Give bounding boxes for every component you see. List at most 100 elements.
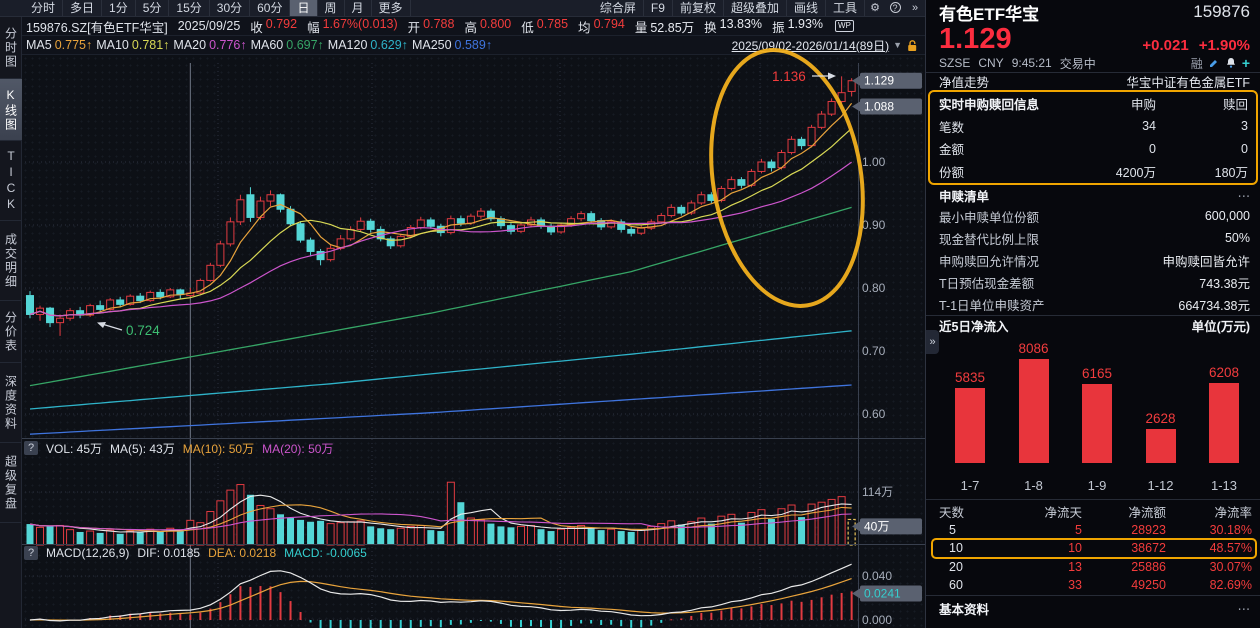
volume-ma20-value: MA(20): 50万	[262, 441, 334, 456]
volume-value: VOL: 45万	[46, 441, 103, 456]
sidebar-tab-分价表[interactable]: 分价表	[0, 301, 22, 363]
sidebar-tab-分时图[interactable]: 分时图	[0, 17, 22, 79]
toolbar-button-超级叠加[interactable]: 超级叠加	[724, 0, 787, 16]
toolbar-tab-日[interactable]: 日	[290, 0, 318, 16]
sidebar-tab-超级复盘[interactable]: 超级复盘	[0, 443, 22, 523]
realtime-row-笔数: 笔数 34 3	[939, 119, 1248, 135]
toolbar-tab-15分[interactable]: 15分	[169, 0, 210, 16]
sidebar-tab-深度资料[interactable]: 深度资料	[0, 363, 22, 443]
netflow-table-row-10: 10 10 38672 48.57%	[931, 538, 1257, 559]
svg-text:0.70: 0.70	[862, 344, 886, 358]
toolbar-button-工具[interactable]: 工具	[826, 0, 865, 16]
toolbar-tab-月[interactable]: 月	[345, 0, 372, 16]
volume-ma10-value: MA(10): 50万	[182, 441, 255, 456]
basic-info-more-button[interactable]: ⋯	[1237, 601, 1251, 616]
toolbar-tab-分时[interactable]: 分时	[24, 0, 64, 16]
sidebar-tab-TICK[interactable]: TICK	[0, 141, 22, 221]
toolbar-tab-60分[interactable]: 60分	[250, 0, 291, 16]
unlock-icon[interactable]	[906, 39, 919, 52]
netflow-table: 天数 净流天 净流额 净流率 5 5 28923 30.18% 10 10 38672 48.57% 2…	[926, 499, 1260, 595]
ma-value-MA5: MA5 0.775↑	[26, 38, 93, 52]
netflow-title: 近5日净流入	[939, 320, 1009, 334]
svg-text:1.00: 1.00	[862, 155, 886, 169]
chart-region: 分时 多日 1分 5分 15分 30分 60分日周月更多 综合屏 F9 前复权 超级叠加 画线 工具 …	[0, 0, 925, 628]
chart-area[interactable]: 1.00 0.90 0.80 0.70 0.60 114万 0.040 0.000 1.129 1…	[22, 55, 925, 628]
settings-gear-icon[interactable]: ⚙	[870, 2, 880, 14]
macd-value: MACD: -0.0065	[284, 546, 367, 560]
netflow-table-row-60: 60 33 49250 82.69%	[949, 578, 1252, 593]
netflow-value-label: 5835	[954, 370, 986, 385]
range-dropdown-icon[interactable]: ▼	[893, 40, 902, 50]
quote-header: 有色ETF华宝 159876 1.129 +0.021 +1.90% SZSE …	[926, 0, 1260, 72]
netflow-unit-label: 单位(万元)	[1191, 320, 1250, 334]
volume-ma5-value: MA(5): 43万	[110, 441, 175, 456]
quote-time: 9:45:21	[1011, 56, 1052, 70]
sidebar-tab-成交明细[interactable]: 成交明细	[0, 221, 22, 301]
pencil-edit-icon[interactable]	[1208, 57, 1220, 69]
toolbar-tab-1分[interactable]: 1分	[102, 0, 136, 16]
info-field-幅: 幅 1.67%(0.013)	[307, 16, 398, 35]
list-item: 最小申赎单位份额 600,000	[939, 209, 1250, 225]
symbol-label: 159876.SZ[有色ETF华宝]	[26, 20, 168, 35]
netflow-value-label: 6165	[1081, 366, 1113, 381]
info-field-收: 收 0.792	[250, 16, 298, 35]
wp-icon[interactable]: WP	[835, 20, 854, 32]
basic-info-title: 基本资料	[939, 602, 990, 617]
nav-label: 净值走势	[939, 75, 990, 90]
toolbar-button-综合屏[interactable]: 综合屏	[593, 0, 644, 16]
toolbar-tab-多日[interactable]: 多日	[63, 0, 103, 16]
netflow-bar-1-13	[1209, 383, 1239, 463]
toolbar-button-F9[interactable]: F9	[644, 0, 673, 16]
ma-values-row: MA5 0.775↑ MA10 0.781↑ MA20 0.776↑ MA60 0.697↑ M…	[22, 36, 925, 55]
netflow-bar-1-9	[1082, 384, 1112, 463]
toolbar-tab-周[interactable]: 周	[318, 0, 345, 16]
kline-chart[interactable]: 1.00 0.90 0.80 0.70 0.60 114万 0.040 0.000 1.129 1…	[22, 55, 925, 628]
subscription-list-more-button[interactable]: ⋯	[1237, 188, 1251, 203]
toolbar-right: 综合屏 F9 前复权 超级叠加 画线 工具	[593, 0, 865, 16]
svg-text:1.088: 1.088	[864, 100, 894, 114]
toolbar-tab-30分[interactable]: 30分	[210, 0, 251, 16]
ma-value-MA10: MA10 0.781↑	[96, 38, 170, 52]
nav-fund-name: 华宝中证有色金属ETF	[1126, 75, 1250, 90]
netflow-header: 近5日净流入 单位(万元)	[926, 315, 1260, 335]
realtime-box-header: 实时申购赎回信息 申购 赎回	[939, 97, 1248, 112]
collapse-panel-button[interactable]: »	[926, 330, 939, 354]
macd-dea-value: DEA: 0.0218	[208, 546, 277, 560]
macd-dif-value: DIF: 0.0185	[137, 546, 201, 560]
bell-alert-icon[interactable]	[1225, 57, 1237, 69]
toolbar-tab-更多[interactable]: 更多	[372, 0, 411, 16]
sidebar-tab-K线图[interactable]: K线图	[0, 79, 22, 141]
price-change-percent: +1.90%	[1198, 37, 1250, 54]
volume-pane-header: ? VOL: 45万 MA(5): 43万 MA(10): 50万 MA(20)…	[24, 440, 333, 456]
subscription-list: 最小申赎单位份额 600,000 现金替代比例上限 50% 申购赎回允许情况 申购赎回皆允…	[926, 205, 1260, 315]
toolbar-button-画线[interactable]: 画线	[787, 0, 826, 16]
date-range-selector[interactable]: 2025/09/02-2026/01/14(89日)	[731, 38, 890, 53]
netflow-table-row-5: 5 5 28923 30.18%	[949, 522, 1252, 537]
quote-panel: » 有色ETF华宝 159876 1.129 +0.021 +1.90% SZS…	[925, 0, 1260, 628]
nav-row: 净值走势 华宝中证有色金属ETF	[926, 72, 1260, 90]
toolbar-tab-5分[interactable]: 5分	[136, 0, 170, 16]
netflow-category-label: 1-9	[1087, 478, 1107, 493]
toolbar-button-前复权[interactable]: 前复权	[673, 0, 724, 16]
info-fields: 收 0.792 幅 1.67%(0.013) 开 0.788 高 0.800 低 0.785 均 0.…	[250, 17, 823, 36]
realtime-row-金额: 金额 0 0	[939, 141, 1248, 158]
price-change: +0.021	[1142, 37, 1189, 54]
svg-text:1.129: 1.129	[864, 74, 894, 88]
info-field-均: 均 0.794	[578, 16, 625, 35]
toolbar-left: 分时 多日 1分 5分 15分 30分 60分日周月更多	[24, 0, 411, 16]
ma-values: MA5 0.775↑ MA10 0.781↑ MA20 0.776↑ MA60 0.697↑ M…	[26, 38, 496, 52]
list-item: 现金替代比例上限 50%	[939, 231, 1250, 247]
svg-text:0.040: 0.040	[862, 569, 892, 583]
toolbar-spacer	[411, 0, 593, 16]
netflow-bar-1-7	[955, 388, 985, 463]
toolbar-overflow-icon[interactable]: »	[911, 2, 919, 14]
volume-help-button[interactable]: ?	[24, 441, 38, 455]
exchange-label: SZSE	[939, 56, 971, 70]
macd-name: MACD(12,26,9)	[46, 546, 130, 560]
help-icon[interactable]: ?	[885, 0, 905, 16]
macd-help-button[interactable]: ?	[24, 546, 38, 560]
netflow-table-row-20: 20 13 25886 30.07%	[949, 559, 1252, 574]
add-to-watchlist-icon[interactable]: +	[1241, 55, 1250, 71]
instrument-code: 159876	[1193, 2, 1250, 21]
last-price: 1.129	[939, 23, 1012, 55]
